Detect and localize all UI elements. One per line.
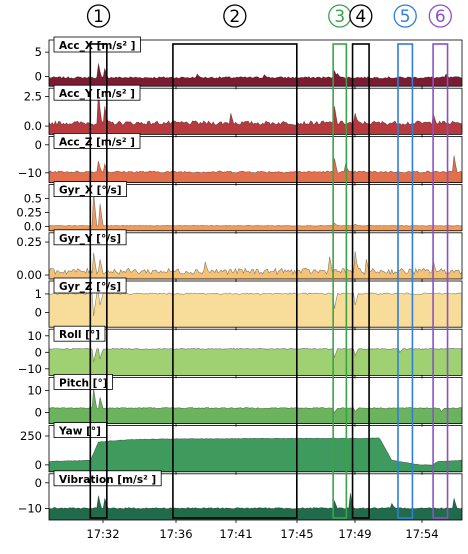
series-line-yaw <box>48 437 463 466</box>
ytick-label-acc_x: 0 <box>35 69 42 83</box>
event-number-5: 5 <box>400 7 411 27</box>
series-area-acc_x <box>49 63 462 87</box>
series-line-acc_z <box>48 155 463 174</box>
panel-pitch: 0 10 Pitch [°] <box>27 373 463 427</box>
panel-label-yaw: Yaw [°] <box>58 426 101 438</box>
panel-frame-gyr_z <box>48 280 463 328</box>
event-box-2 <box>172 43 298 519</box>
panel-roll: −10 0 10 Roll [°] <box>18 325 463 379</box>
event-box-4 <box>351 43 370 519</box>
series-line-pitch <box>48 388 463 414</box>
event-box-6 <box>432 43 449 519</box>
event-number-4: 4 <box>355 7 366 27</box>
ytick-label-gyr_x: 0.0 <box>24 219 42 233</box>
ytick-label-acc_x: 5 <box>35 45 42 59</box>
panel-yaw: 0 250 Yaw [°] <box>20 422 463 475</box>
panel-gyr_z: 01 Gyr_Z [°/s] <box>35 277 463 331</box>
ytick-label-gyr_z: 0 <box>35 305 42 319</box>
panel-label-box-acc_z <box>53 132 141 149</box>
ytick-label-acc_y: 2.5 <box>24 89 42 103</box>
xtick-label: 17:54 <box>405 527 438 541</box>
ytick-label-gyr_y: 0.00 <box>16 268 42 282</box>
series-area-acc_z <box>49 155 462 183</box>
series-line-gyr_y <box>48 251 463 276</box>
event-marker-4 <box>349 4 373 28</box>
ytick-label-gyr_x: 0.5 <box>24 192 42 206</box>
series-area-gyr_y <box>49 251 462 279</box>
ytick-label-roll: −10 <box>18 362 42 376</box>
panel-gyr_y: 0.000.25 Gyr_Y [°/s] <box>16 229 463 282</box>
ytick-label-gyr_y: 0.25 <box>16 235 42 249</box>
panel-frame-acc_x <box>48 39 463 87</box>
series-area-gyr_x <box>49 191 462 231</box>
ytick-label-vibration: 0 <box>35 476 42 490</box>
series-line-roll <box>48 347 463 363</box>
event-box-1 <box>89 43 108 519</box>
panel-label-acc_z: Acc_Z [m/s² ] <box>59 136 135 148</box>
series-area-yaw <box>49 437 462 472</box>
panel-frame-yaw <box>48 425 463 473</box>
ytick-label-yaw: 0 <box>35 458 42 472</box>
event-number-1: 1 <box>93 7 104 27</box>
panel-frame-acc_z <box>48 135 463 183</box>
ytick-label-pitch: 10 <box>27 384 42 398</box>
panel-frame-vibration <box>48 473 463 521</box>
ytick-label-pitch: 0 <box>35 406 42 420</box>
series-line-acc_x <box>48 63 463 79</box>
series-line-acc_y <box>48 90 463 126</box>
series-line-gyr_x <box>48 191 463 227</box>
panel-label-box-acc_y <box>53 84 141 101</box>
xtick-label: 17:36 <box>159 527 192 541</box>
xtick-label: 17:49 <box>338 527 371 541</box>
ytick-label-vibration: −10 <box>18 501 42 515</box>
ytick-label-acc_z: −10 <box>18 166 42 180</box>
ytick-label-acc_z: 0 <box>35 138 42 152</box>
event-box-3 <box>332 43 348 519</box>
panel-acc_y: 0.0 2.5 Acc_Y [m/s² ] <box>24 84 463 138</box>
panel-label-box-roll <box>53 325 106 342</box>
panel-label-acc_y: Acc_Y [m/s² ] <box>59 88 135 100</box>
series-area-gyr_z <box>49 292 462 328</box>
panel-frame-gyr_x <box>48 184 463 232</box>
panel-frame-pitch <box>48 376 463 424</box>
event-marker-5 <box>393 4 417 28</box>
series-area-vibration <box>49 493 462 520</box>
panel-acc_z: −10 0 Acc_Z [m/s² ] <box>18 132 463 186</box>
event-number-6: 6 <box>435 7 446 27</box>
event-number-2: 2 <box>229 7 240 27</box>
event-number-3: 3 <box>334 7 345 27</box>
xtick-label: 17:32 <box>86 527 119 541</box>
series-area-acc_y <box>49 90 462 135</box>
series-area-roll <box>49 348 462 376</box>
ytick-label-gyr_x: 0.25 <box>16 205 42 219</box>
series-area-pitch <box>49 388 462 424</box>
series-line-gyr_z <box>48 292 463 317</box>
xtick-label: 17:45 <box>280 527 313 541</box>
series-line-vibration <box>48 492 463 510</box>
panel-vibration: −100 Vibration [m/s² ] <box>18 470 463 523</box>
ytick-label-roll: 10 <box>27 329 42 343</box>
panel-label-roll: Roll [°] <box>59 329 100 341</box>
event-box-5 <box>397 43 414 519</box>
panel-acc_x: 0 5 Acc_X [m/s² ] <box>35 36 463 90</box>
ytick-label-gyr_z: 1 <box>35 287 42 301</box>
ytick-label-roll: 0 <box>35 345 42 359</box>
event-marker-1 <box>86 4 111 28</box>
event-marker-2 <box>223 4 247 28</box>
xtick-label: 17:41 <box>219 527 252 541</box>
panel-label-acc_x: Acc_X [m/s² ] <box>59 40 135 52</box>
ytick-label-acc_y: 0.0 <box>24 119 42 133</box>
panel-frame-gyr_y <box>48 232 463 280</box>
panel-frame-acc_y <box>48 87 463 135</box>
panel-label-pitch: Pitch [°] <box>59 377 108 389</box>
ytick-label-yaw: 250 <box>20 429 42 443</box>
event-marker-6 <box>428 4 452 28</box>
panel-label-box-pitch <box>53 373 113 390</box>
